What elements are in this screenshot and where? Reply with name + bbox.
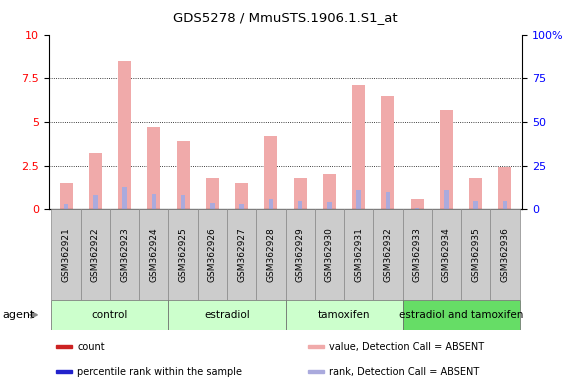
Bar	[327, 202, 332, 209]
Bar	[56, 370, 72, 373]
Bar	[502, 200, 507, 209]
Text: estradiol: estradiol	[204, 310, 250, 320]
FancyBboxPatch shape	[403, 209, 432, 300]
Bar	[235, 183, 248, 209]
Bar	[152, 194, 156, 209]
FancyBboxPatch shape	[168, 300, 286, 330]
Text: GSM362934: GSM362934	[442, 227, 451, 282]
Text: GSM362930: GSM362930	[325, 227, 334, 282]
Bar	[269, 199, 273, 209]
Bar	[64, 204, 69, 209]
Text: tamoxifen: tamoxifen	[317, 310, 370, 320]
Bar	[239, 204, 244, 209]
Bar	[469, 178, 482, 209]
FancyBboxPatch shape	[198, 209, 227, 300]
Bar	[308, 370, 324, 373]
Text: GSM362932: GSM362932	[383, 227, 392, 282]
FancyBboxPatch shape	[286, 209, 315, 300]
Text: GSM362929: GSM362929	[296, 227, 304, 282]
FancyBboxPatch shape	[315, 209, 344, 300]
Text: GSM362928: GSM362928	[267, 227, 275, 282]
Bar	[56, 345, 72, 348]
FancyBboxPatch shape	[168, 209, 198, 300]
Bar	[298, 202, 302, 209]
FancyBboxPatch shape	[403, 300, 520, 330]
Text: GSM362921: GSM362921	[62, 227, 71, 282]
Text: control: control	[92, 310, 128, 320]
Text: agent: agent	[3, 310, 35, 320]
Bar	[89, 153, 102, 209]
Text: estradiol and tamoxifen: estradiol and tamoxifen	[399, 310, 523, 320]
Text: count: count	[77, 341, 105, 352]
FancyBboxPatch shape	[51, 209, 81, 300]
Bar	[444, 190, 449, 209]
Text: value, Detection Call = ABSENT: value, Detection Call = ABSENT	[329, 341, 484, 352]
Text: GSM362931: GSM362931	[354, 227, 363, 282]
Text: rank, Detection Call = ABSENT: rank, Detection Call = ABSENT	[329, 366, 480, 377]
Text: GDS5278 / MmuSTS.1906.1.S1_at: GDS5278 / MmuSTS.1906.1.S1_at	[173, 12, 398, 25]
Bar	[118, 61, 131, 209]
FancyBboxPatch shape	[51, 300, 168, 330]
Bar	[440, 110, 453, 209]
Bar	[381, 96, 395, 209]
Bar	[308, 345, 324, 348]
Bar	[210, 203, 215, 209]
Text: GSM362922: GSM362922	[91, 227, 100, 282]
Text: GSM362936: GSM362936	[500, 227, 509, 282]
FancyBboxPatch shape	[490, 209, 520, 300]
Bar	[206, 178, 219, 209]
Bar	[411, 199, 424, 209]
FancyBboxPatch shape	[461, 209, 490, 300]
Text: GSM362926: GSM362926	[208, 227, 217, 282]
Text: GSM362923: GSM362923	[120, 227, 129, 282]
Bar	[385, 192, 390, 209]
FancyBboxPatch shape	[344, 209, 373, 300]
Bar	[147, 127, 160, 209]
FancyBboxPatch shape	[227, 209, 256, 300]
Bar	[181, 195, 186, 209]
Bar	[498, 167, 512, 209]
Bar	[122, 187, 127, 209]
Bar	[323, 174, 336, 209]
Text: GSM362935: GSM362935	[471, 227, 480, 282]
Text: GSM362933: GSM362933	[413, 227, 421, 282]
FancyBboxPatch shape	[286, 300, 403, 330]
Bar	[93, 195, 98, 209]
Text: GSM362925: GSM362925	[179, 227, 188, 282]
Bar	[356, 190, 361, 209]
FancyBboxPatch shape	[81, 209, 110, 300]
FancyBboxPatch shape	[139, 209, 168, 300]
Text: GSM362924: GSM362924	[150, 227, 158, 282]
Bar	[473, 202, 478, 209]
Text: percentile rank within the sample: percentile rank within the sample	[77, 366, 242, 377]
Bar	[352, 85, 365, 209]
FancyBboxPatch shape	[256, 209, 286, 300]
FancyBboxPatch shape	[432, 209, 461, 300]
Bar	[293, 178, 307, 209]
Bar	[176, 141, 190, 209]
FancyBboxPatch shape	[110, 209, 139, 300]
Bar	[264, 136, 278, 209]
Text: GSM362927: GSM362927	[237, 227, 246, 282]
Bar	[415, 207, 419, 209]
Bar	[59, 183, 73, 209]
FancyBboxPatch shape	[373, 209, 403, 300]
